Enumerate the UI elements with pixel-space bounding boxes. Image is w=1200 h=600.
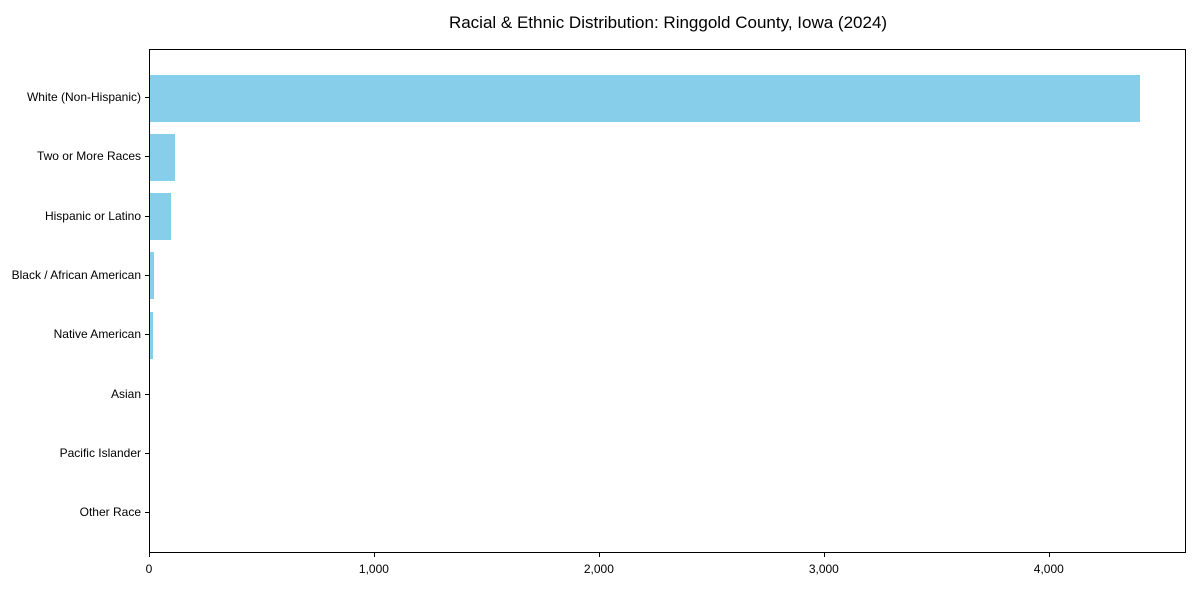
x-axis-tick-label: 4,000: [1033, 562, 1064, 576]
y-tick-mark: [145, 97, 149, 98]
x-tick-mark: [598, 553, 600, 557]
x-tick-mark: [149, 553, 150, 557]
y-tick-mark: [145, 334, 149, 336]
bar: [150, 311, 154, 359]
y-tick-mark: [145, 512, 149, 514]
x-axis-tick-label: 0: [145, 562, 153, 576]
bar: [150, 133, 175, 181]
y-axis-label: Pacific Islander: [59, 445, 141, 460]
x-tick-mark: [823, 553, 825, 557]
y-axis-label: White (Non-Hispanic): [26, 90, 141, 104]
y-tick-mark: [145, 274, 149, 276]
x-tick-mark: [373, 553, 375, 557]
y-tick-mark: [145, 156, 149, 158]
y-tick-mark: [145, 393, 149, 395]
y-axis-label: Asian: [110, 386, 141, 401]
bar: [150, 252, 155, 300]
y-axis-label: Other Race: [79, 505, 141, 520]
bar: [150, 74, 1140, 122]
y-tick-mark: [145, 215, 149, 217]
plot-area: [149, 49, 1186, 553]
x-axis-tick-label: 1,000: [358, 562, 389, 576]
y-tick-mark: [145, 452, 149, 454]
x-axis-tick-label: 3,000: [808, 562, 839, 576]
bar: [150, 193, 172, 241]
y-axis-label: Two or More Races: [36, 149, 141, 164]
x-tick-mark: [1048, 553, 1050, 557]
y-axis-label: Native American: [53, 327, 141, 342]
y-axis-label: Black / African American: [11, 267, 141, 282]
chart-title: Racial & Ethnic Distribution: Ringgold C…: [448, 13, 888, 32]
y-axis-label: Hispanic or Latino: [44, 208, 141, 223]
x-axis-tick-label: 2,000: [583, 562, 614, 576]
